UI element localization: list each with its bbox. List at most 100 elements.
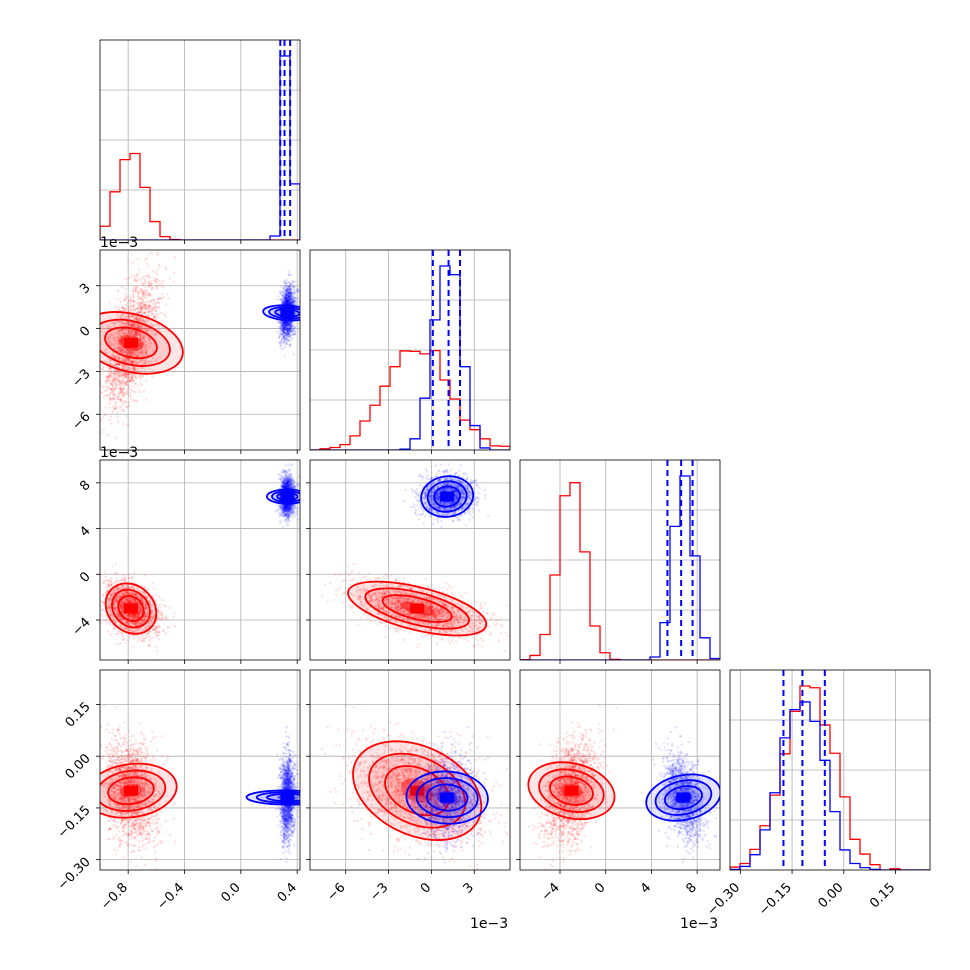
scatter-point	[112, 321, 116, 324]
scatter-point	[155, 281, 158, 285]
scatter-point	[117, 370, 121, 373]
scatter-point	[129, 331, 133, 335]
scatter-point	[124, 328, 127, 331]
scatter-point	[288, 273, 291, 276]
scatter-point	[286, 323, 290, 327]
scatter-point	[144, 320, 147, 323]
scatter-point	[117, 314, 120, 318]
scatter-point	[119, 324, 122, 327]
scatter-point	[132, 324, 135, 327]
scatter-point	[140, 289, 144, 293]
scatter-point	[132, 304, 135, 308]
scatter-point	[287, 321, 290, 324]
scatter-point	[104, 586, 108, 590]
scatter-point	[121, 635, 125, 639]
scatter-point	[124, 350, 127, 354]
scatter-point	[281, 290, 285, 293]
scatter-point	[135, 318, 138, 321]
scatter-point	[144, 321, 147, 324]
scatter-point	[130, 368, 133, 372]
scatter-point	[109, 422, 113, 425]
scatter-point	[141, 298, 144, 301]
scatter-point	[137, 268, 141, 271]
scatter-point	[121, 365, 124, 368]
scatter-point	[136, 311, 140, 314]
scatter-point	[146, 328, 150, 332]
scatter-point	[123, 292, 127, 296]
scatter-point	[124, 372, 127, 375]
scatter-point	[151, 305, 154, 308]
scatter-point	[119, 339, 122, 342]
scatter-point	[127, 334, 131, 338]
scatter-point	[123, 384, 126, 387]
scatter-point	[133, 368, 136, 372]
scatter-point	[148, 340, 151, 343]
scatter-point	[134, 382, 138, 385]
scatter-point	[276, 320, 279, 323]
scatter-point	[129, 360, 132, 363]
scatter-point	[284, 320, 288, 324]
scatter-point	[125, 415, 128, 418]
scatter-point	[139, 333, 142, 336]
scatter-point	[113, 357, 117, 360]
scatter-point	[123, 373, 127, 377]
scatter-point	[114, 405, 118, 408]
scatter-point	[132, 362, 135, 365]
scatter-point	[135, 330, 138, 333]
scatter-point	[109, 399, 112, 402]
scatter-point	[125, 400, 128, 404]
scatter-point	[103, 349, 106, 352]
scatter-point	[156, 301, 159, 304]
scatter-point	[154, 306, 157, 309]
scatter-point	[134, 330, 138, 334]
scatter-point	[104, 575, 107, 579]
scatter-point	[137, 375, 141, 378]
scatter-point	[140, 308, 143, 312]
scatter-point	[120, 316, 124, 320]
scatter-point	[133, 303, 136, 307]
scatter-point	[139, 337, 142, 341]
scatter-point	[280, 320, 284, 324]
scatter-point	[134, 308, 138, 311]
scatter-point	[132, 296, 135, 299]
scatter-point	[126, 321, 130, 325]
scatter-point	[137, 334, 140, 337]
scatter-point	[126, 348, 130, 351]
scatter-point	[113, 392, 116, 395]
scatter-point	[110, 359, 113, 363]
scatter-point	[133, 308, 137, 312]
scatter-point	[149, 330, 153, 333]
scatter-point	[142, 291, 145, 295]
scatter-point	[130, 329, 133, 333]
scatter-point	[112, 395, 116, 398]
scatter-point	[283, 300, 287, 303]
scatter-point	[136, 311, 139, 314]
scatter-point	[285, 334, 288, 338]
scatter-point	[289, 302, 292, 306]
scatter-point	[130, 359, 133, 362]
scatter-point	[121, 382, 124, 386]
scatter-point	[129, 302, 132, 305]
scatter-point	[109, 382, 113, 385]
scatter-point	[142, 354, 146, 358]
scatter-point	[105, 375, 108, 378]
scatter-point	[128, 635, 132, 639]
scatter-point	[141, 352, 144, 355]
scatter-point	[121, 285, 124, 289]
scatter-point	[116, 337, 119, 340]
scatter-point	[285, 343, 289, 346]
scatter-point	[154, 309, 158, 313]
scatter-point	[136, 360, 139, 364]
scatter-point	[116, 339, 119, 342]
scatter-point	[144, 351, 147, 354]
scatter-point	[137, 342, 140, 346]
scatter-point	[112, 322, 115, 325]
scatter-point	[283, 279, 287, 283]
scatter-point	[121, 341, 125, 345]
scatter-point	[142, 348, 146, 352]
scatter-point	[285, 300, 289, 304]
scatter-point	[114, 364, 117, 367]
scatter-point	[115, 380, 118, 383]
scatter-point	[121, 357, 124, 360]
scatter-point	[288, 297, 292, 300]
